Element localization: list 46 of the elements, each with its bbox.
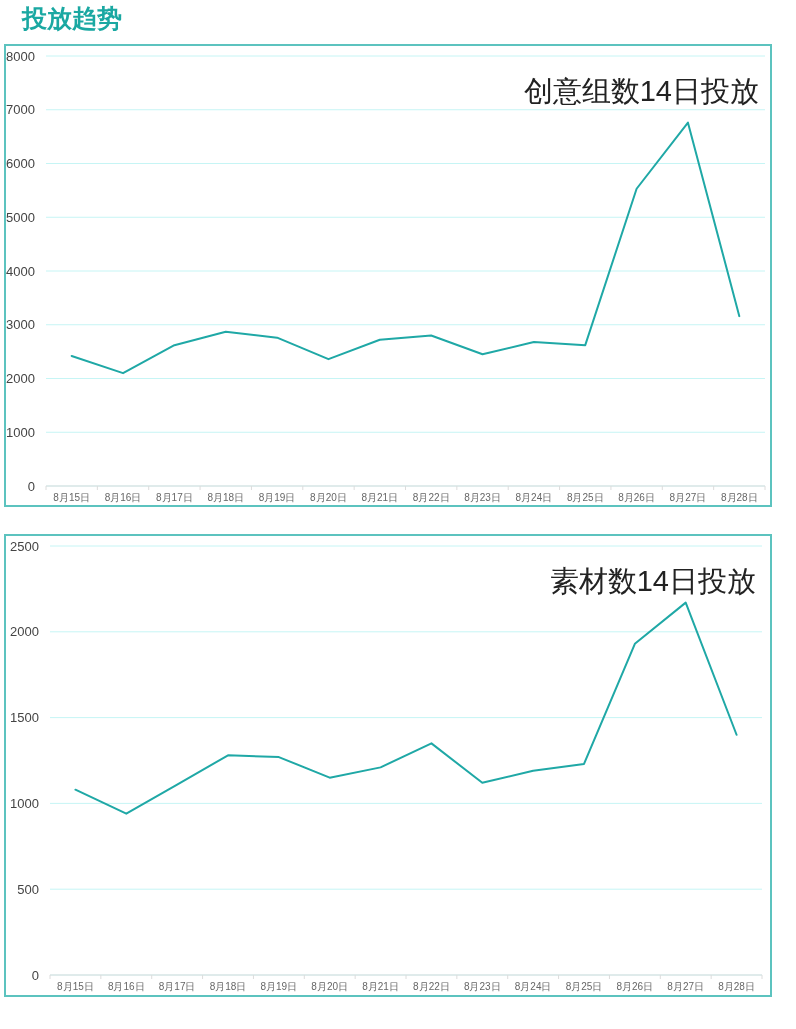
x-tick-label: 8月20日 bbox=[310, 492, 347, 503]
y-tick-label: 1000 bbox=[10, 795, 39, 811]
x-tick-label: 8月19日 bbox=[260, 981, 298, 992]
y-tick-label: 3000 bbox=[6, 317, 35, 333]
x-tick-label: 8月23日 bbox=[463, 981, 501, 992]
y-tick-label: 6000 bbox=[6, 156, 35, 171]
y-tick-label: 2500 bbox=[10, 538, 39, 554]
x-tick-label: 8月26日 bbox=[616, 981, 654, 992]
x-tick-label: 8月25日 bbox=[566, 492, 604, 503]
x-tick-label: 8月17日 bbox=[158, 981, 196, 992]
x-tick-label: 8月24日 bbox=[515, 492, 553, 503]
y-tick-label: 4000 bbox=[6, 263, 35, 279]
y-tick-label: 1500 bbox=[10, 710, 39, 726]
chart-title: 创意组数14日投放 bbox=[523, 75, 759, 107]
x-tick-label: 8月18日 bbox=[207, 492, 245, 503]
x-tick-label: 8月27日 bbox=[669, 492, 707, 503]
x-tick-label: 8月18日 bbox=[209, 981, 247, 992]
x-tick-label: 8月24日 bbox=[514, 981, 552, 992]
y-tick-label: 5000 bbox=[6, 209, 35, 225]
y-tick-label: 2000 bbox=[10, 624, 39, 640]
x-tick-label: 8月15日 bbox=[53, 492, 91, 503]
x-tick-label: 8月21日 bbox=[361, 492, 399, 503]
x-tick-label: 8月22日 bbox=[413, 981, 450, 992]
x-tick-label: 8月19日 bbox=[258, 492, 296, 503]
x-tick-label: 8月27日 bbox=[667, 981, 705, 992]
heading: 投放趋势 bbox=[22, 4, 122, 32]
x-tick-label: 8月16日 bbox=[104, 492, 142, 503]
y-tick-label: 7000 bbox=[6, 102, 35, 118]
x-tick-label: 8月16日 bbox=[107, 981, 145, 992]
x-tick-label: 8月26日 bbox=[618, 492, 655, 503]
y-tick-label: 0 bbox=[31, 967, 39, 983]
y-tick-label: 0 bbox=[27, 478, 35, 494]
chart-title: 素材数14日投放 bbox=[549, 565, 756, 597]
y-tick-label: 2000 bbox=[6, 371, 35, 386]
x-tick-label: 8月22日 bbox=[412, 492, 450, 503]
x-tick-label: 8月28日 bbox=[718, 981, 755, 992]
y-tick-label: 1000 bbox=[6, 424, 35, 440]
x-tick-label: 8月15日 bbox=[57, 981, 94, 992]
x-tick-label: 8月23日 bbox=[464, 492, 501, 503]
x-tick-label: 8月28日 bbox=[720, 492, 758, 503]
x-tick-label: 8月21日 bbox=[362, 981, 399, 992]
x-tick-label: 8月25日 bbox=[565, 981, 603, 992]
y-tick-label: 500 bbox=[17, 881, 39, 897]
y-tick-label: 8000 bbox=[6, 48, 35, 64]
x-tick-label: 8月17日 bbox=[156, 492, 193, 503]
x-tick-label: 8月20日 bbox=[311, 981, 349, 992]
